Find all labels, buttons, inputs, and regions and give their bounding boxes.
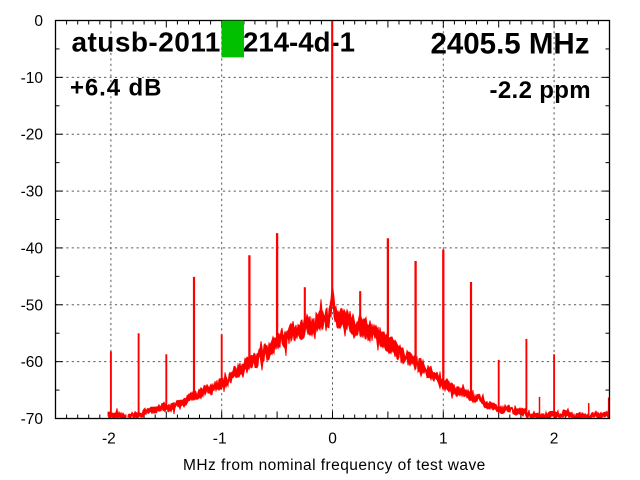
svg-text:-70: -70 <box>21 411 44 428</box>
svg-text:-2.2 ppm: -2.2 ppm <box>490 77 591 104</box>
svg-text:MHz from nominal frequency of: MHz from nominal frequency of test wave <box>183 457 486 474</box>
svg-text:1: 1 <box>439 431 448 448</box>
svg-text:atusb-2011: atusb-2011 <box>72 27 221 58</box>
svg-text:214-4d-1: 214-4d-1 <box>243 27 355 58</box>
svg-text:-40: -40 <box>21 240 44 257</box>
svg-text:-30: -30 <box>21 184 44 201</box>
svg-text:-20: -20 <box>21 127 44 144</box>
svg-text:2405.5 MHz: 2405.5 MHz <box>430 28 589 61</box>
svg-text:-2: -2 <box>102 431 116 448</box>
svg-text:-1: -1 <box>213 431 227 448</box>
svg-text:0: 0 <box>34 13 43 30</box>
svg-text:0: 0 <box>328 431 337 448</box>
svg-text:-60: -60 <box>21 354 44 371</box>
svg-text:-10: -10 <box>21 70 44 87</box>
svg-text:2: 2 <box>550 431 559 448</box>
svg-text:-50: -50 <box>21 297 44 314</box>
svg-text:+6.4 dB: +6.4 dB <box>70 75 162 102</box>
